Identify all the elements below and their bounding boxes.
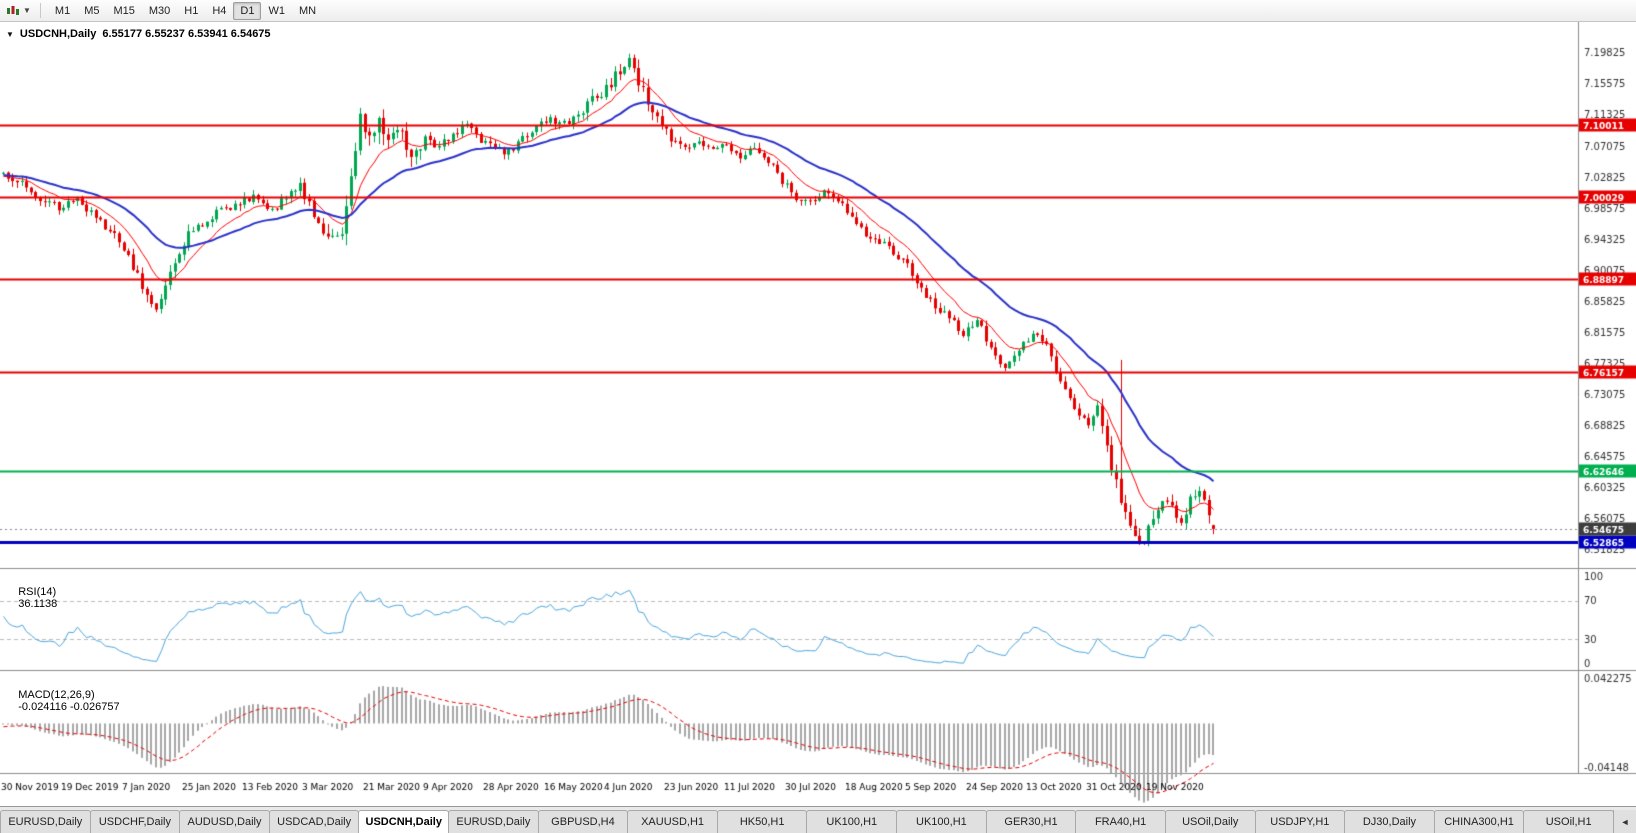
timeframe-m30-button[interactable]: M30 [148,4,171,17]
chart-tab-4-usdcnh-daily[interactable]: USDCNH,Daily [358,810,450,833]
timeframe-button-group: M1 M5 M15 M30 H1 H4 D1 W1 MN [48,1,323,20]
chart-tab-bar: EURUSD,Daily USDCHF,Daily AUDUSD,Daily USDC… [0,806,1636,833]
chart-tab-3-usdcad-daily[interactable]: USDCAD,Daily [268,810,360,833]
chart-tab-10-uk100-h1[interactable]: UK100,H1 [896,810,987,833]
chart-tab-7-xauusd-h1[interactable]: XAUUSD,H1 [627,810,718,833]
timeframe-h1-button[interactable]: H1 [184,4,199,17]
chart-tab-list: EURUSD,Daily USDCHF,Daily AUDUSD,Daily USDC… [0,810,1614,833]
chart-tab-0-eurusd-daily[interactable]: EURUSD,Daily [0,810,91,833]
chart-tab-1-usdchf-daily[interactable]: USDCHF,Daily [89,810,181,833]
tab-scroll-left-icon[interactable]: ◄ [1613,810,1636,833]
chart-type-dropdown-caret-icon[interactable]: ▼ [23,6,31,15]
chart-tab-9-uk100-h1[interactable]: UK100,H1 [806,810,898,833]
chart-tab-5-eurusd-daily[interactable]: EURUSD,Daily [448,810,539,833]
timeframe-m5-button[interactable]: M5 [84,4,100,17]
chart-tab-14-usdjpy-h1[interactable]: USDJPY,H1 [1254,810,1346,833]
chart-tab-15-dj30-daily[interactable]: DJ30,Daily [1344,810,1435,833]
chart-type-icon[interactable] [5,4,21,18]
top-toolbar: ▼ M1 M5 M15 M30 H1 H4 D1 W1 MN [0,0,1636,22]
chart-tab-11-ger30-h1[interactable]: GER30,H1 [985,810,1077,833]
chart-tab-16-china300-h1[interactable]: CHINA300,H1 [1433,810,1525,833]
price-chart-canvas[interactable] [0,22,1636,806]
collapse-chart-icon[interactable]: ▼ [6,29,14,39]
chart-tab-2-audusd-daily[interactable]: AUDUSD,Daily [179,810,270,833]
timeframe-h4-button[interactable]: H4 [212,4,227,17]
chart-tab-12-fra40-h1[interactable]: FRA40,H1 [1075,810,1166,833]
chart-tab-8-hk50-h1[interactable]: HK50,H1 [716,810,808,833]
chart-tab-17-usoil-h1[interactable]: USOil,H1 [1523,810,1614,833]
toolbar-divider [39,3,41,18]
timeframe-m15-button[interactable]: M15 [113,4,135,17]
chart-window: ▼ USDCNH,Daily 6.55177 6.55237 6.53941 6… [0,22,1636,806]
timeframe-mn-button[interactable]: MN [298,4,317,17]
timeframe-m1-button[interactable]: M1 [54,4,71,17]
timeframe-d1-button[interactable]: D1 [233,1,262,20]
timeframe-w1-button[interactable]: W1 [268,4,285,17]
chart-tab-6-gbpusd-h4[interactable]: GBPUSD,H4 [537,810,629,833]
chart-tab-13-usoil-daily[interactable]: USOil,Daily [1164,810,1256,833]
